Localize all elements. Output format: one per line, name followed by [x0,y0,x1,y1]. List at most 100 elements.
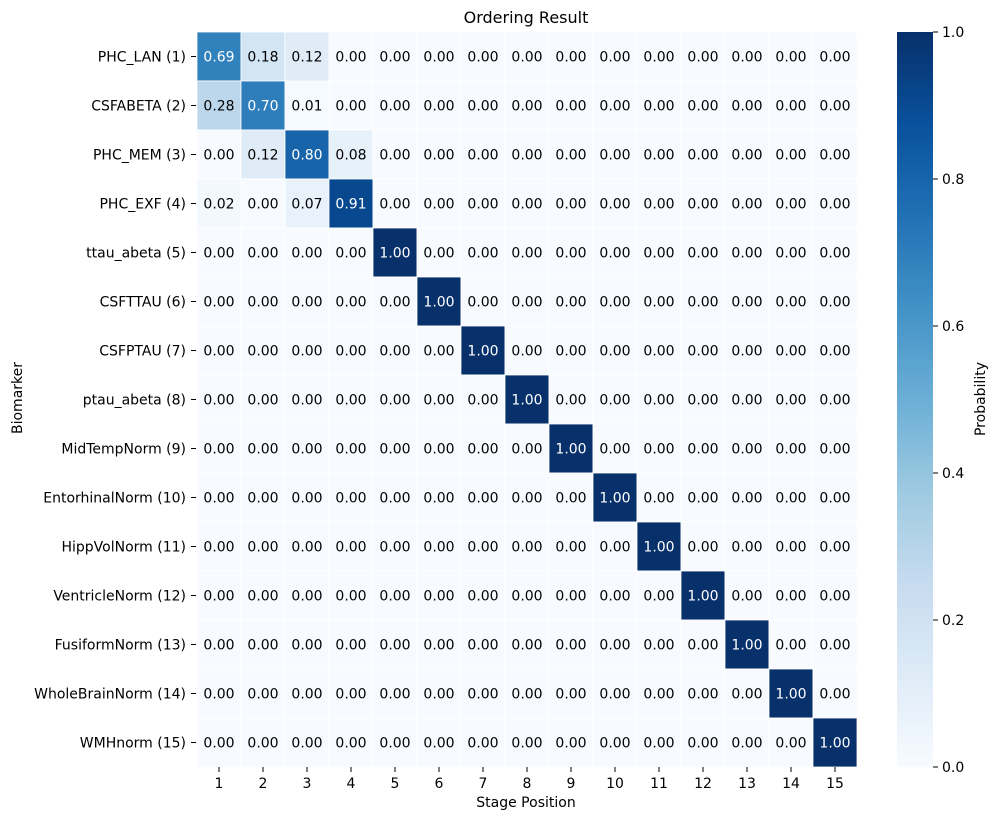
cell-value-label: 0.00 [775,638,806,654]
cell-value-label: 0.00 [335,491,366,507]
cell-value-label: 0.00 [643,491,674,507]
heatmap-cell [416,717,462,768]
heatmap-cell [504,423,550,474]
heatmap-cell [284,423,330,474]
colorbar-label: Probability [973,362,989,436]
cell-value-label: 0.00 [423,589,454,605]
heatmap-cell [680,31,726,82]
y-tick-label: EntorhinalNorm (10) [43,491,186,507]
cell-value-label: 0.00 [731,393,762,409]
heatmap-cell [240,31,286,82]
cell-value-label: 0.00 [731,295,762,311]
heatmap-cell [460,423,506,474]
x-tick-label: 8 [523,776,532,792]
heatmap-cell [636,374,682,425]
cell-value-label: 0.00 [819,442,850,458]
cell-value-label: 0.00 [643,344,674,360]
cell-value-label: 0.00 [775,50,806,66]
heatmap-cell [504,472,550,523]
cell-value-label: 0.00 [467,638,498,654]
cell-value-label: 0.00 [379,197,410,213]
cell-value-label: 0.00 [379,148,410,164]
cell-value-label: 0.00 [467,50,498,66]
cell-value-label: 0.00 [599,442,630,458]
heatmap-cell [284,80,330,131]
heatmap-cell [548,178,594,229]
x-tick-labels: 1 2 3 4 5 6 7 8 9 10 11 12 13 14 15 [215,767,844,792]
cell-value-label: 0.00 [247,638,278,654]
heatmap-cell [548,423,594,474]
heatmap-cell [328,717,374,768]
cell-value-label: 1.00 [775,687,806,703]
cell-value-label: 0.00 [291,736,322,752]
cell-value-label: 0.00 [379,736,410,752]
heatmap-cell [460,717,506,768]
cell-value-label: 0.00 [511,295,542,311]
cell-value-label: 0.01 [291,99,322,115]
cell-value-label: 0.00 [775,491,806,507]
cell-value-label: 0.00 [335,589,366,605]
x-tick-label: 15 [826,776,844,792]
cell-value-label: 0.00 [775,589,806,605]
heatmap-cell [240,717,286,768]
cell-value-label: 0.00 [247,344,278,360]
cell-value-label: 0.00 [511,687,542,703]
heatmap-cell [812,521,858,572]
heatmap-cell [284,619,330,670]
cell-value-label: 0.00 [775,540,806,556]
heatmap-cell [328,668,374,719]
cell-value-label: 0.00 [511,589,542,605]
x-tick-label: 14 [782,776,800,792]
cell-value-label: 0.00 [291,687,322,703]
y-tick-label: VentricleNorm (12) [53,589,186,605]
cell-value-label: 0.00 [467,148,498,164]
cell-value-label: 0.00 [467,736,498,752]
heatmap-cell [504,619,550,670]
heatmap-cell [460,668,506,719]
cell-value-label: 0.00 [423,99,454,115]
cell-value-label: 0.00 [423,148,454,164]
heatmap-cell [680,472,726,523]
cell-value-label: 0.00 [555,687,586,703]
cell-value-label: 0.00 [775,736,806,752]
y-axis-label: Biomarker [10,362,26,434]
cell-value-label: 0.00 [555,246,586,262]
heatmap-cell [812,570,858,621]
heatmap-cell [592,717,638,768]
heatmap-cell [548,227,594,278]
cell-value-label: 0.80 [291,148,322,164]
heatmap-cell [768,80,814,131]
cell-value-label: 0.00 [423,687,454,703]
heatmap-cell [460,374,506,425]
y-tick-label: MidTempNorm (9) [61,442,186,458]
cell-value-label: 0.00 [731,197,762,213]
cell-value-label: 0.00 [467,589,498,605]
heatmap-cell [240,668,286,719]
cell-value-label: 0.00 [599,148,630,164]
heatmap-cell [768,570,814,621]
cell-value-label: 0.00 [423,246,454,262]
cell-value-label: 0.00 [775,393,806,409]
cell-value-label: 0.00 [643,148,674,164]
heatmap-cell [680,325,726,376]
cell-value-label: 0.70 [247,99,278,115]
colorbar-ticks: 0.0 0.2 0.4 0.6 0.8 1.0 [933,25,964,776]
cell-value-label: 0.00 [555,638,586,654]
heatmap-cell [240,570,286,621]
cell-value-label: 0.00 [643,687,674,703]
heatmap-cell [724,374,770,425]
heatmap-cell [372,521,418,572]
cell-value-label: 0.00 [203,295,234,311]
cell-value-label: 0.00 [819,393,850,409]
cell-value-label: 0.02 [203,197,234,213]
cell-value-label: 1.00 [687,589,718,605]
cell-value-label: 0.12 [247,148,278,164]
heatmap-cell [636,668,682,719]
cell-value-label: 0.00 [555,295,586,311]
cell-value-label: 0.00 [335,246,366,262]
heatmap-cell [416,521,462,572]
y-tick-label: HippVolNorm (11) [61,540,186,556]
heatmap-cell [328,423,374,474]
heatmap-cell [196,178,242,229]
